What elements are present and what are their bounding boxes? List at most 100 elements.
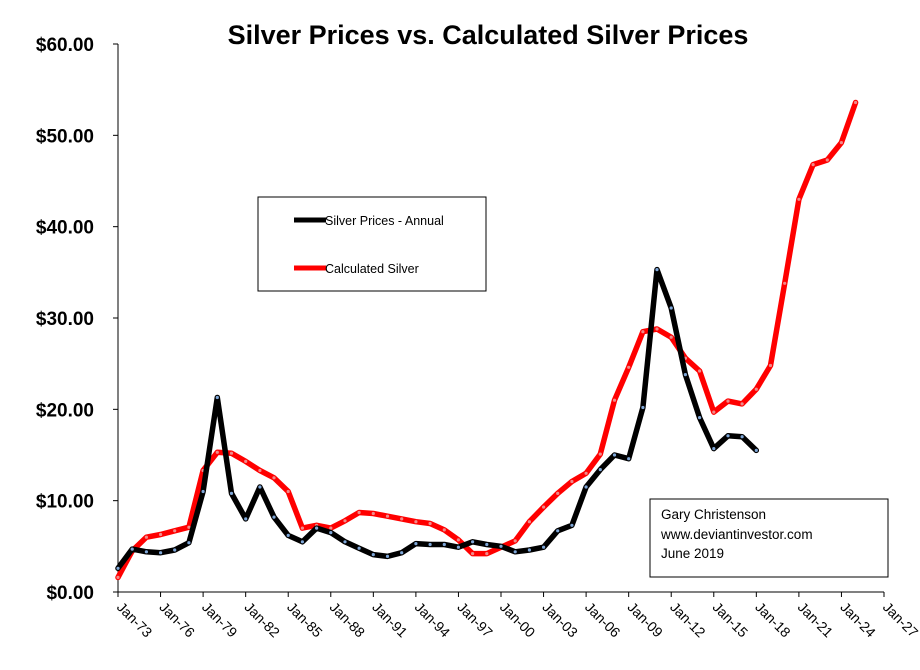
- data-point: [286, 489, 290, 494]
- data-point: [272, 476, 276, 480]
- data-point: [712, 410, 716, 414]
- data-point: [272, 515, 276, 519]
- data-point: [201, 489, 205, 494]
- data-point: [159, 532, 163, 537]
- data-point: [258, 468, 262, 473]
- legend: Silver Prices - Annual Calculated Silver: [257, 196, 487, 292]
- data-point: [513, 539, 517, 543]
- data-point: [456, 545, 460, 549]
- data-point: [627, 365, 631, 369]
- series-silver-prices: [115, 266, 760, 572]
- annotation-date: June 2019: [661, 546, 724, 561]
- data-point: [783, 281, 787, 285]
- data-point: [329, 531, 333, 535]
- data-point: [570, 523, 574, 527]
- chart-title: Silver Prices vs. Calculated Silver Pric…: [228, 20, 749, 50]
- data-point: [740, 402, 744, 406]
- data-point: [485, 552, 489, 556]
- data-point: [357, 510, 361, 515]
- data-point: [371, 511, 375, 516]
- data-point: [669, 335, 673, 339]
- y-tick-label: $30.00: [36, 309, 94, 330]
- data-point: [456, 538, 460, 542]
- data-point: [797, 197, 801, 201]
- data-point: [655, 268, 659, 272]
- data-point: [286, 533, 290, 538]
- data-point: [258, 485, 262, 489]
- data-point: [215, 450, 219, 454]
- data-point: [442, 528, 446, 532]
- data-point: [371, 553, 375, 557]
- data-point: [357, 546, 361, 550]
- data-point: [641, 330, 645, 334]
- data-point: [471, 552, 475, 556]
- data-point: [414, 520, 418, 524]
- data-point: [584, 485, 588, 489]
- data-point: [726, 399, 730, 403]
- data-point: [669, 306, 673, 310]
- plot-area: [115, 99, 859, 581]
- data-point: [542, 505, 546, 509]
- source-annotation: Gary Christenson www.deviantinvestor.com…: [649, 498, 889, 578]
- data-point: [144, 535, 148, 539]
- data-point: [116, 575, 120, 580]
- data-point: [144, 550, 148, 554]
- data-point: [385, 554, 390, 559]
- data-point: [698, 416, 702, 420]
- data-point: [513, 550, 517, 554]
- data-point: [159, 551, 163, 555]
- data-point: [244, 517, 248, 521]
- data-point: [485, 542, 489, 547]
- data-point: [173, 548, 177, 552]
- data-point: [655, 327, 659, 331]
- data-point: [854, 100, 858, 105]
- y-tick-label: $50.00: [36, 126, 94, 147]
- data-point: [825, 158, 829, 162]
- y-tick-label: $20.00: [36, 400, 94, 421]
- data-point: [442, 542, 446, 547]
- data-point: [471, 540, 475, 544]
- series-calculated-silver: [115, 99, 859, 581]
- annotation-author: Gary Christenson: [661, 507, 766, 522]
- y-tick-label: $40.00: [36, 218, 94, 239]
- data-point: [683, 373, 688, 377]
- legend-label-calculated-silver: Calculated Silver: [325, 262, 419, 276]
- data-point: [116, 566, 120, 570]
- data-point: [499, 544, 503, 548]
- data-point: [343, 519, 347, 523]
- annotation-website: www.deviantinvestor.com: [660, 527, 813, 542]
- data-point: [726, 434, 730, 438]
- data-point: [329, 526, 333, 530]
- data-point: [527, 520, 532, 524]
- data-point: [811, 163, 815, 167]
- data-point: [315, 526, 319, 530]
- data-point: [130, 547, 134, 551]
- data-point: [556, 529, 560, 533]
- data-point: [612, 453, 617, 457]
- data-point: [300, 540, 304, 544]
- data-point: [244, 459, 248, 463]
- data-point: [300, 526, 304, 530]
- legend-box: [257, 196, 487, 292]
- data-point: [187, 525, 191, 529]
- data-point: [627, 457, 631, 461]
- y-tick-label: $0.00: [46, 583, 94, 604]
- data-point: [400, 517, 404, 521]
- data-point: [385, 514, 390, 518]
- annotation-box: [649, 498, 889, 578]
- data-point: [556, 491, 560, 495]
- data-point: [712, 447, 716, 451]
- data-point: [839, 141, 844, 145]
- data-point: [612, 398, 617, 402]
- data-point: [428, 521, 432, 526]
- data-point: [584, 471, 588, 475]
- data-point: [570, 479, 574, 484]
- data-point: [768, 363, 773, 368]
- data-point: [400, 551, 404, 555]
- data-point: [173, 529, 177, 533]
- data-point: [740, 435, 744, 439]
- data-point: [527, 548, 532, 552]
- data-point: [754, 448, 758, 452]
- data-point: [598, 468, 602, 472]
